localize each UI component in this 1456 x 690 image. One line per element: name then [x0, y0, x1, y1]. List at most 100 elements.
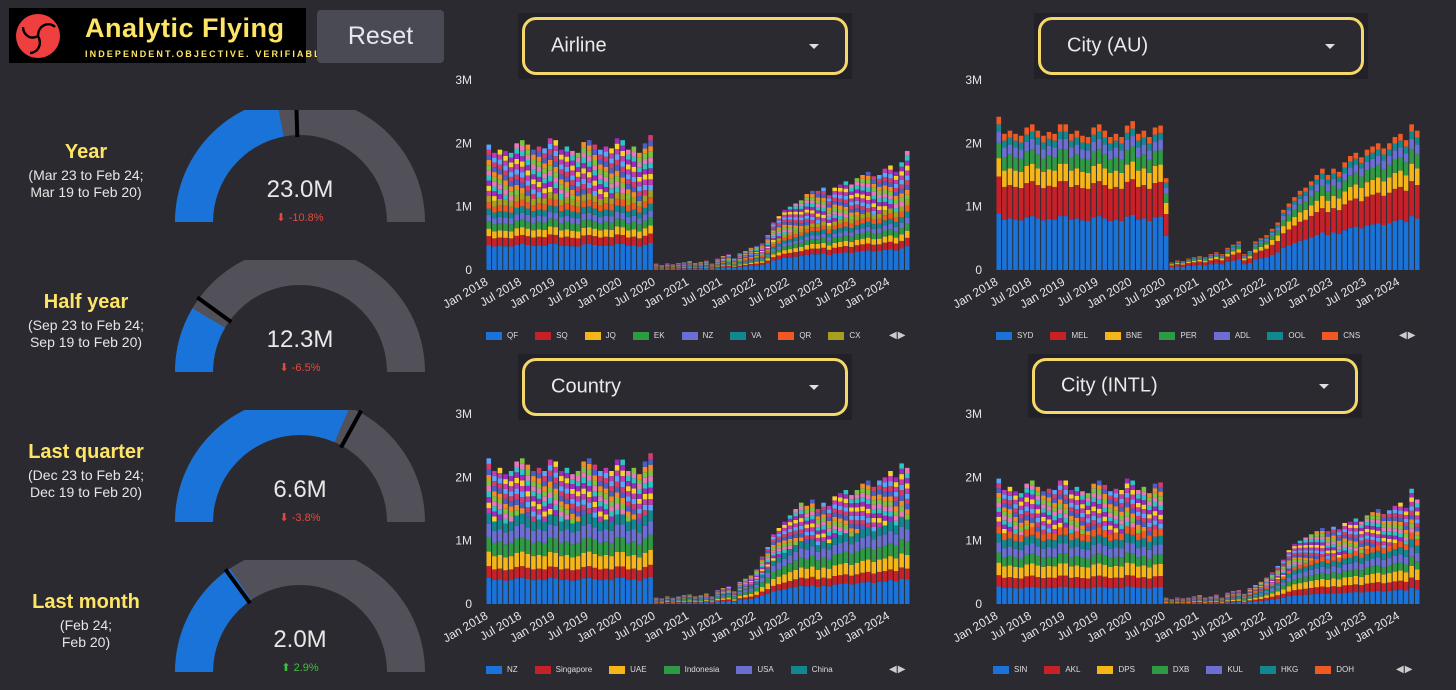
bar-segment-other [793, 222, 798, 226]
legend-item[interactable]: UAE [609, 665, 647, 674]
last-month-gauge [175, 560, 425, 672]
bar-segment-other [1013, 521, 1018, 526]
legend-item[interactable]: MEL [1050, 331, 1088, 340]
legend-item[interactable]: CX [828, 331, 860, 340]
bar-segment-other [525, 512, 531, 518]
legend-pager[interactable]: ◀▶ [889, 664, 907, 675]
bar-segment-cns [1186, 258, 1191, 260]
bar-segment-syd [1035, 218, 1041, 270]
legend-pager[interactable]: ◀▶ [1399, 330, 1417, 341]
legend-item[interactable]: JQ [584, 331, 616, 340]
bar-segment-va [625, 211, 631, 218]
legend-item[interactable]: SIN [993, 665, 1027, 674]
bar-segment-doh [1096, 527, 1102, 535]
bar-segment-sin [1342, 592, 1347, 604]
bar-segment-other [832, 520, 837, 525]
bar-segment-singapore [620, 566, 625, 579]
bar-segment-other [503, 170, 508, 176]
bar-segment-other [1314, 542, 1320, 546]
bar-segment-other [1336, 554, 1342, 558]
legend-item[interactable]: VA [730, 331, 761, 340]
legend-item[interactable]: QF [486, 331, 518, 340]
y-tick-label: 1M [965, 534, 982, 548]
bar-segment-other [798, 533, 804, 538]
bar-segment-hkg [1331, 560, 1336, 567]
legend-item[interactable]: QR [778, 331, 811, 340]
bar-segment-va [815, 231, 821, 236]
bar-segment-hkg [1074, 538, 1080, 547]
bar-segment-akl [1253, 599, 1258, 602]
bar-segment-bne [1124, 164, 1130, 182]
country-dropdown[interactable]: Country [522, 358, 848, 416]
legend-item[interactable]: EK [632, 331, 665, 340]
bar-segment-china [665, 599, 670, 600]
bar-segment-ek [849, 236, 854, 242]
city-intl-dropdown[interactable]: City (INTL) [1032, 358, 1358, 414]
bar-segment-bne [1147, 172, 1152, 189]
legend-item[interactable]: AKL [1044, 665, 1080, 674]
bar-segment-sin [1208, 602, 1214, 604]
bar-segment-qf [637, 246, 642, 270]
legend-item[interactable]: ADL [1213, 331, 1250, 340]
bar-segment-dxb [1336, 573, 1342, 580]
legend-item[interactable]: DXB [1151, 665, 1189, 674]
bar-segment-other [581, 178, 586, 185]
bar-segment-jq [843, 240, 849, 247]
legend-item[interactable]: KUL [1206, 665, 1243, 674]
legend-pager[interactable]: ◀▶ [1396, 664, 1414, 675]
bar-segment-uae [525, 553, 531, 568]
legend-item[interactable]: OOL [1267, 331, 1305, 340]
bar-segment-other [720, 261, 726, 262]
bar-segment-other [1029, 494, 1035, 500]
legend-pager[interactable]: ◀▶ [889, 330, 907, 341]
bar-segment-other [1409, 515, 1414, 520]
bar-segment-other [525, 485, 531, 492]
legend-item[interactable]: NZ [681, 331, 713, 340]
bar-segment-hkg [1214, 598, 1219, 600]
bar-segment-sq [826, 249, 832, 256]
stacked-bar [726, 254, 731, 270]
stacked-bar [1247, 251, 1253, 270]
bar-segment-other [1258, 586, 1264, 588]
bar-segment-per [1057, 149, 1063, 164]
bar-segment-kul [1258, 593, 1264, 595]
bar-segment-other [547, 498, 553, 504]
bar-segment-kul [1057, 543, 1063, 554]
bar-segment-other [1018, 522, 1024, 527]
legend-item[interactable]: Singapore [534, 665, 592, 674]
bar-segment-other [865, 522, 871, 528]
bar-segment-akl [1292, 590, 1297, 596]
bar-segment-other [1013, 529, 1018, 535]
airline-dropdown[interactable]: Airline [522, 17, 848, 75]
bar-segment-other [1370, 529, 1375, 534]
bar-segment-other [637, 152, 642, 158]
bar-segment-uae [687, 600, 692, 602]
city-au-dropdown[interactable]: City (AU) [1038, 17, 1364, 75]
bar-segment-other [1102, 507, 1108, 513]
legend-item[interactable]: NZ [486, 665, 518, 674]
bar-segment-doh [1241, 597, 1247, 599]
legend-item[interactable]: BNE [1104, 331, 1142, 340]
bar-segment-other [1381, 544, 1387, 549]
legend-item[interactable]: China [790, 665, 833, 674]
legend-item[interactable]: DOH [1315, 665, 1354, 674]
bar-segment-qf [592, 244, 598, 270]
bar-segment-per [1387, 164, 1392, 178]
bar-segment-cns [1364, 149, 1370, 156]
reset-button[interactable]: Reset [317, 10, 444, 63]
legend-item[interactable]: HKG [1259, 665, 1298, 674]
legend-item[interactable]: USA [736, 665, 774, 674]
bar-segment-other [625, 471, 631, 477]
legend-item[interactable]: CNS [1322, 331, 1360, 340]
legend-item[interactable]: PER [1159, 331, 1197, 340]
stacked-bar [1364, 149, 1370, 270]
bar-segment-other [503, 474, 508, 480]
stacked-bar [625, 471, 631, 604]
legend-item[interactable]: Indonesia [663, 665, 719, 674]
bar-segment-other [637, 186, 642, 192]
bar-segment-other [598, 481, 603, 487]
legend-item[interactable]: SYD [996, 331, 1033, 340]
bar-segment-other [1364, 518, 1370, 523]
legend-item[interactable]: DPS [1097, 665, 1135, 674]
legend-item[interactable]: SQ [535, 331, 568, 340]
